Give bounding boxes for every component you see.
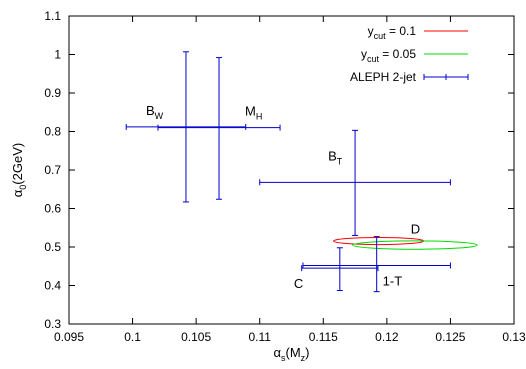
ellipses bbox=[332, 236, 478, 250]
y-tick-label: 1 bbox=[54, 48, 61, 62]
x-tick-label: 0.095 bbox=[54, 330, 84, 344]
data-point bbox=[157, 57, 281, 200]
y-tick-label: 0.7 bbox=[44, 163, 61, 177]
point-label: BT bbox=[328, 148, 343, 166]
y-tick-label: 0.3 bbox=[44, 317, 61, 331]
x-tick-label: 0.13 bbox=[502, 330, 526, 344]
axis-titles: αs(Mz) α0(2GeV) bbox=[10, 143, 310, 363]
plot-border bbox=[68, 15, 515, 325]
y-tick-label: 0.9 bbox=[44, 86, 61, 100]
legend-item: ALEPH 2-jet bbox=[350, 70, 469, 84]
legend-item: ycut = 0.05 bbox=[361, 47, 468, 64]
y-axis-title: α0(2GeV) bbox=[10, 143, 28, 197]
data-points bbox=[125, 51, 451, 293]
contour-ellipse bbox=[352, 240, 478, 250]
data-point bbox=[125, 51, 247, 203]
y-tick-label: 0.6 bbox=[44, 202, 61, 216]
legend-label: ycut = 0.1 bbox=[368, 24, 417, 41]
y-tick-label: 0.4 bbox=[44, 279, 61, 293]
legend-item: ycut = 0.1 bbox=[368, 24, 468, 41]
plot-frame bbox=[68, 15, 515, 325]
point-labels: BW MH BT C 1-T D bbox=[146, 103, 420, 291]
ticks: 0.095 0.1 0.105 0.11 0.115 0.12 0.125 0.13 0.3 0.… bbox=[44, 9, 526, 344]
y-tick-label: 0.8 bbox=[44, 125, 61, 139]
legend-label: ycut = 0.05 bbox=[361, 47, 416, 64]
data-point bbox=[301, 247, 379, 292]
x-tick-label: 0.115 bbox=[309, 330, 338, 344]
x-tick-label: 0.1 bbox=[124, 330, 141, 344]
y-tick-label: 0.5 bbox=[44, 240, 61, 254]
x-tick-label: 0.11 bbox=[248, 330, 271, 344]
data-point bbox=[302, 236, 451, 293]
legend-label: ALEPH 2-jet bbox=[350, 70, 417, 84]
x-axis-title: αs(Mz) bbox=[273, 345, 309, 363]
x-tick-label: 0.12 bbox=[375, 330, 399, 344]
x-tick-label: 0.105 bbox=[181, 330, 211, 344]
point-label: BW bbox=[146, 103, 164, 121]
legend: ycut = 0.1 ycut = 0.05 ALEPH 2-jet bbox=[350, 24, 469, 84]
point-label: C bbox=[294, 276, 303, 291]
x-tick-label: 0.125 bbox=[435, 330, 465, 344]
ellipse-label: D bbox=[411, 222, 420, 237]
y-tick-label: 1.1 bbox=[44, 9, 61, 23]
data-point bbox=[259, 129, 451, 236]
point-label: MH bbox=[245, 104, 262, 122]
point-label: 1-T bbox=[383, 273, 403, 288]
